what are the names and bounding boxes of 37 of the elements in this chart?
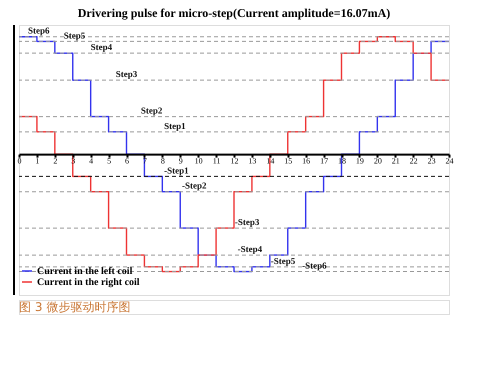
legend-label: Current in the right coil bbox=[37, 277, 140, 288]
annotation: Step1 bbox=[164, 120, 186, 131]
x-tick-label: 2 bbox=[53, 156, 58, 166]
annotation: Step6 bbox=[28, 26, 50, 36]
annotation: -Step4 bbox=[238, 244, 263, 254]
annotation: -Step2 bbox=[182, 180, 208, 191]
x-tick-label: 4 bbox=[89, 156, 94, 166]
x-tick-label: 10 bbox=[194, 156, 203, 166]
x-tick-label: 6 bbox=[125, 156, 129, 166]
annotation: -Step1 bbox=[164, 165, 190, 176]
annotation: Step3 bbox=[116, 69, 138, 80]
x-tick-label: 22 bbox=[410, 156, 418, 166]
annotation: Step4 bbox=[90, 42, 113, 52]
annotation: Step2 bbox=[140, 106, 163, 116]
chart-title: Drivering pulse for micro-step(Current amplitude=16.07mA) bbox=[78, 6, 390, 20]
x-tick-label: 11 bbox=[212, 156, 220, 166]
x-tick-label: 9 bbox=[178, 156, 183, 166]
x-tick-label: 1 bbox=[35, 156, 40, 166]
annotation: -Step3 bbox=[234, 217, 260, 228]
x-tick-label: 0 bbox=[18, 156, 22, 166]
annotation: Step5 bbox=[64, 30, 86, 40]
x-tick-label: 8 bbox=[160, 156, 165, 166]
x-tick-label: 21 bbox=[392, 156, 400, 166]
x-tick-label: 15 bbox=[284, 156, 292, 166]
caption: 图 3 微步驱动时序图 bbox=[19, 300, 130, 314]
x-tick-label: 5 bbox=[107, 156, 112, 166]
annotation: -Step5 bbox=[270, 256, 296, 266]
x-tick-label: 23 bbox=[428, 156, 436, 166]
x-tick-label: 13 bbox=[248, 156, 256, 166]
x-tick-label: 12 bbox=[230, 156, 238, 166]
annotation: -Step6 bbox=[302, 260, 328, 271]
x-tick-label: 16 bbox=[302, 156, 310, 166]
x-tick-label: 17 bbox=[320, 156, 328, 166]
x-tick-label: 20 bbox=[374, 156, 382, 166]
x-tick-label: 19 bbox=[356, 156, 364, 166]
legend-label: Current in the left coil bbox=[37, 266, 133, 277]
x-tick-label: 24 bbox=[446, 156, 454, 166]
